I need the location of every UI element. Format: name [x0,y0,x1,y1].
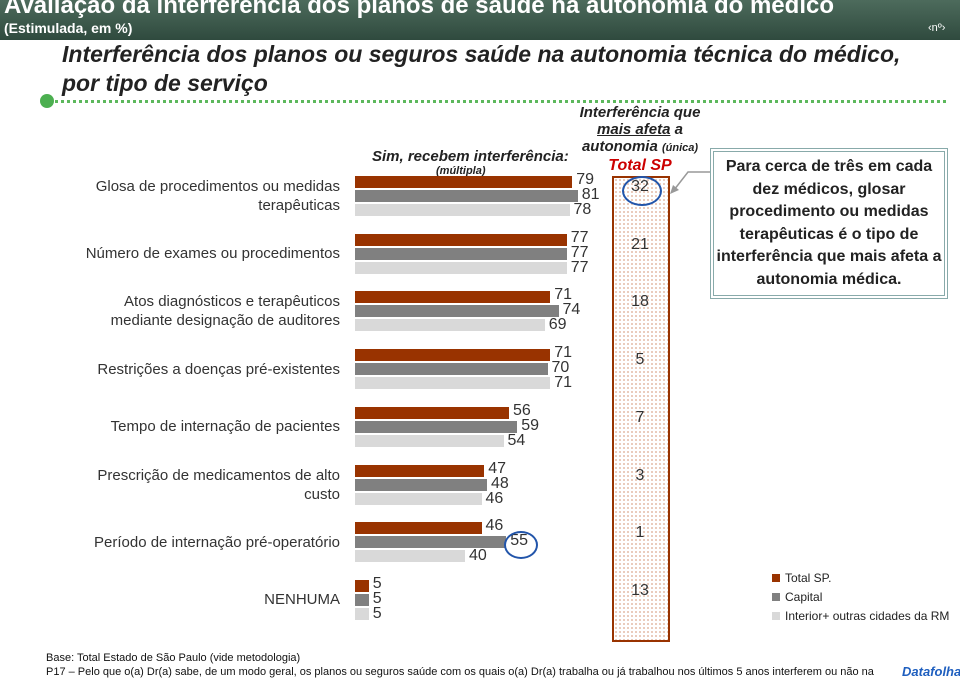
bars-heading-note: (múltipla) [436,165,486,177]
bar [355,291,551,304]
single-choice-value: 32 [631,178,649,195]
cat: Prescrição de medicamentos de alto custo [97,466,340,503]
legend-swatch [772,593,780,601]
single-heading: Interferência que mais afeta a autonomia… [560,104,720,174]
value-label: 71 [554,286,573,304]
bar [355,261,567,274]
bar [355,349,551,362]
bar [355,190,578,202]
bar [355,579,369,592]
highlight-circle [504,531,539,560]
heading-part: (única) [661,142,699,154]
bar [355,204,570,216]
single-choice-value: 3 [635,466,645,484]
single-choice-value: 21 [631,235,649,253]
bar [355,550,465,563]
value-label: 74 [562,301,581,319]
value-label: 40 [469,547,487,565]
bar [355,377,551,390]
value-label: 81 [581,186,600,203]
bar [355,176,573,188]
single-choice-box [612,176,670,642]
value-label: 54 [507,431,526,449]
value-label: 77 [570,228,589,246]
page-number: ‹nº› [928,22,946,34]
bar [355,247,567,260]
chart-title: Interferência dos planos ou seguros saúd… [62,41,901,96]
bar [355,363,548,376]
value-label: 77 [570,258,589,276]
footer-base: Base: Total Estado de São Paulo (vide me… [46,652,301,664]
bar [355,522,482,535]
bars-heading: Sim, recebem interferência: [372,148,569,165]
single-choice-value: 7 [635,408,645,426]
bar [355,464,485,477]
value-label: 48 [491,474,509,492]
legend-label: Interior+ outras cidades da RM [785,609,950,623]
arrow [670,171,710,194]
legend-label: Total SP. [785,571,832,585]
bar [355,319,545,332]
cat: Tempo de internação de pacientes [110,418,340,436]
value-label: 5 [372,604,382,622]
logo: Datafolha [902,664,960,679]
single-choice-value: 5 [635,351,645,369]
footer-question: P17 – Pelo que o(a) Dr(a) sabe, de um mo… [46,666,874,678]
heading-part: Interferência que [579,104,701,121]
value-label: 5 [372,574,382,592]
single-choice-value: 18 [631,293,649,311]
value-label: 71 [554,344,573,362]
heading-part: a [674,121,683,138]
highlight-circle [622,176,662,206]
cat: Período de internação pré-operatório [94,533,340,551]
value-label: 47 [488,459,507,477]
callout: Para cerca de três em cada dez médicos, … [710,148,948,299]
cat: Restrições a doenças pré-existentes [97,360,340,378]
cat: NENHUMA [264,591,340,609]
cat: Número de exames ou procedimentos [85,245,340,263]
legend-swatch [772,574,780,582]
header-title: Avaliação da interferência dos planos de… [4,0,834,19]
rule [48,100,946,103]
bar [355,233,567,246]
single-choice-value: 1 [635,524,645,542]
header-subtitle: (Estimulada, em %) [4,20,133,36]
value-label: 71 [554,374,573,392]
header-band [0,0,960,40]
bar [355,593,369,606]
bar [355,420,518,433]
heading-part: mais afeta [597,121,671,138]
value-label: 69 [548,316,567,334]
bar [355,478,487,491]
single-choice-value: 13 [631,581,649,599]
cat: Atos diagnósticos e terapêuticos mediant… [110,293,340,330]
legend-label: Capital [785,590,823,604]
bar [355,607,369,620]
value-label: 59 [521,416,540,434]
value-label: 70 [551,359,570,377]
value-label: 46 [485,517,504,535]
heading-label: Total SP [608,157,672,174]
bar [355,434,504,447]
rule-dot [40,94,54,108]
value-label: 5 [372,589,382,607]
legend-swatch [772,612,780,620]
bar [355,305,559,318]
value-label: 78 [573,201,592,218]
heading-part: autonomia [581,138,658,155]
value-label: 77 [570,243,589,261]
bar [355,536,507,549]
value-label: 46 [485,489,504,507]
value-label: 56 [513,401,531,419]
bar [355,492,482,505]
bar [355,406,509,419]
value-label: 79 [576,171,595,188]
cat: Glosa de procedimentos ou medidas terapê… [95,178,340,214]
